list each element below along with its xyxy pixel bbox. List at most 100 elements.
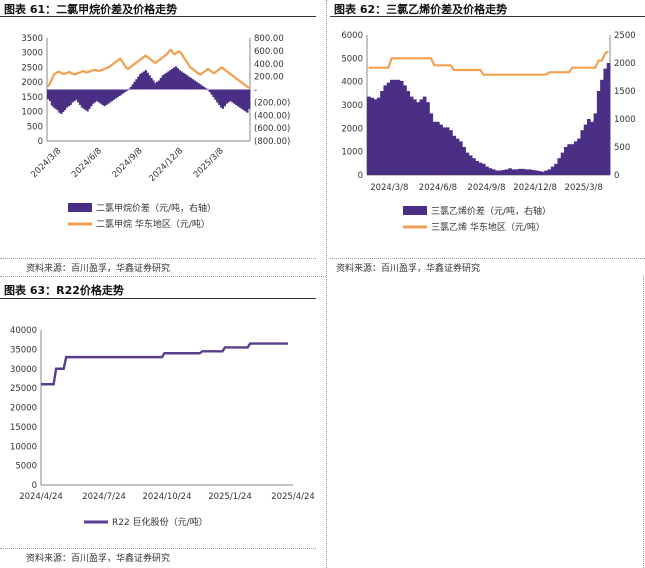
- spread-bar: [48, 89, 52, 102]
- spread-bar: [114, 89, 117, 99]
- column-divider: [326, 0, 327, 568]
- spread-bar: [78, 89, 82, 105]
- left-tick-label: 15000: [10, 423, 37, 433]
- spread-bar: [367, 96, 371, 175]
- spread-bar: [186, 75, 189, 90]
- spread-bar: [442, 127, 447, 175]
- spread-bar: [171, 68, 174, 90]
- spread-bar: [554, 163, 558, 175]
- spread-bar: [201, 85, 204, 90]
- spread-bar: [373, 99, 378, 175]
- spread-bar: [216, 89, 219, 103]
- panel3-source: 资料来源：百川盈孚，华鑫证券研究: [26, 554, 171, 564]
- right-tick-label: 200.00: [254, 73, 284, 83]
- spread-bar: [212, 89, 215, 98]
- spread-bar: [208, 89, 211, 93]
- spread-bar: [146, 72, 149, 90]
- spread-bar: [564, 147, 568, 175]
- spread-bar: [71, 89, 74, 103]
- spread-bar: [178, 70, 181, 90]
- spread-bar: [195, 81, 198, 90]
- panel1-chart: 0 500 1000 1500 2000 2500 3000 3500 (800.00) (600…: [21, 34, 290, 230]
- panel3-title: 图表 63：R22价格走势: [4, 284, 124, 297]
- spread-bar: [426, 102, 430, 175]
- spread-bar: [103, 89, 106, 107]
- legend-line-label: 二氯甲烷 华东地区（元/吨）: [96, 218, 210, 230]
- spread-bar: [118, 89, 121, 96]
- spread-bar: [518, 168, 522, 175]
- spread-bar: [69, 89, 72, 105]
- spread-bar: [84, 89, 87, 111]
- left-tick-label: 0: [358, 171, 363, 181]
- x-tick-label: 2024/3/8: [370, 183, 408, 193]
- spread-bar: [547, 169, 552, 175]
- spread-bar: [124, 89, 127, 93]
- spread-bar: [187, 76, 191, 90]
- spread-bar: [142, 71, 146, 90]
- spread-bar: [481, 163, 486, 175]
- spread-bar: [161, 75, 164, 90]
- spread-bar: [144, 70, 148, 90]
- spread-bar: [432, 121, 437, 175]
- spread-bar: [455, 138, 460, 175]
- spread-bar: [606, 63, 611, 175]
- left-tick-label: 3500: [21, 34, 43, 44]
- spread-bar: [600, 79, 604, 175]
- spread-bar: [468, 155, 473, 175]
- spread-bar: [225, 89, 228, 104]
- left-tick-label: 3000: [341, 101, 363, 111]
- spread-bar: [60, 89, 63, 114]
- legend-bar-label: 二氯甲烷价差（元/吨，右轴）: [96, 202, 216, 214]
- x-tick-label: 2025/4/24: [271, 492, 315, 502]
- spread-bar: [52, 89, 55, 108]
- spread-bar: [403, 85, 407, 175]
- spread-bar: [527, 169, 532, 175]
- spread-bar: [176, 68, 179, 90]
- x-tick-label: 2024/7/24: [82, 492, 126, 502]
- right-tick-label: (400.00): [254, 111, 290, 121]
- price-line: [47, 48, 250, 89]
- spread-bar: [65, 89, 69, 108]
- spread-bar: [603, 68, 608, 175]
- spread-bar: [63, 89, 67, 111]
- spread-bar: [445, 127, 450, 175]
- spread-bar: [112, 89, 116, 100]
- spread-bar: [396, 79, 401, 175]
- right-tick-label: -: [254, 86, 257, 96]
- spread-bar: [110, 89, 114, 102]
- spread-bar: [172, 67, 176, 90]
- spread-bar: [376, 97, 381, 175]
- spread-bar: [491, 169, 496, 175]
- spread-bar: [56, 89, 59, 111]
- spread-bar: [116, 89, 119, 98]
- spread-bar: [557, 158, 562, 175]
- spread-bar: [197, 83, 200, 90]
- spread-bar: [511, 169, 516, 175]
- spread-bar: [107, 89, 110, 104]
- spread-bar: [593, 113, 598, 175]
- spread-bar: [501, 169, 506, 175]
- spread-bar: [75, 89, 78, 100]
- spread-bar: [231, 89, 234, 103]
- spread-bar: [244, 89, 247, 112]
- left-tick-label: 20000: [10, 404, 37, 414]
- panel3-chart: 0 5000 10000 15000 20000 25000 30000 35000 40000…: [10, 326, 315, 528]
- legend-bar-swatch: [68, 203, 92, 212]
- spread-bar: [435, 121, 440, 175]
- spread-bar: [127, 88, 131, 90]
- right-tick-label: 500: [614, 143, 630, 153]
- right-tick-label: (200.00): [254, 98, 290, 108]
- spread-bar: [219, 89, 223, 108]
- spread-bar: [452, 135, 457, 175]
- spread-bar: [214, 89, 217, 100]
- spread-bar: [419, 99, 424, 175]
- spread-bar: [105, 89, 108, 105]
- spread-bar: [77, 89, 80, 103]
- spread-bar: [439, 124, 443, 175]
- spread-bar: [458, 141, 463, 175]
- spread-bar: [129, 86, 132, 90]
- left-tick-label: 3000: [21, 49, 43, 59]
- left-tick-label: 2500: [21, 63, 43, 73]
- spread-bar: [238, 89, 241, 108]
- spread-bar: [131, 84, 134, 90]
